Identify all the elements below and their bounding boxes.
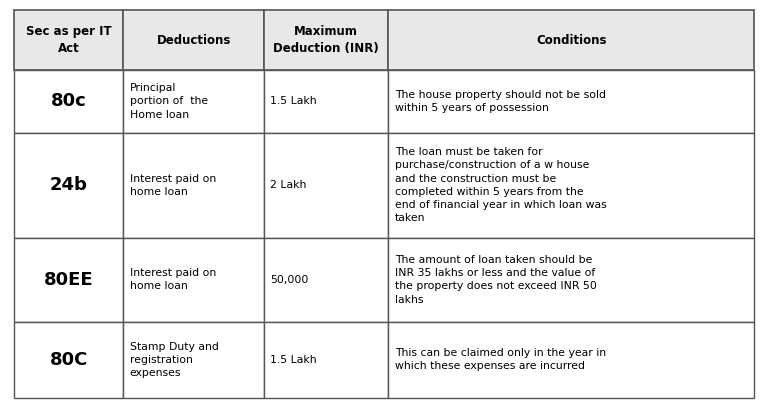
Bar [389,133,754,238]
Text: Interest paid on
home loan: Interest paid on home loan [130,268,216,291]
Text: 50,000: 50,000 [270,275,309,285]
Text: 80C: 80C [49,351,88,369]
Text: 80EE: 80EE [44,271,94,289]
Text: The loan must be taken for
purchase/construction of a w house
and the constructi: The loan must be taken for purchase/cons… [395,147,607,223]
Bar [264,238,389,322]
Bar [124,70,264,133]
Text: Stamp Duty and
registration
expenses: Stamp Duty and registration expenses [130,341,218,378]
Text: This can be claimed only in the year in
which these expenses are incurred: This can be claimed only in the year in … [395,348,606,371]
Text: 2 Lakh: 2 Lakh [270,180,306,190]
Bar [14,133,124,238]
Text: The amount of loan taken should be
INR 35 lakhs or less and the value of
the pro: The amount of loan taken should be INR 3… [395,255,597,305]
Bar [124,238,264,322]
Bar [264,10,389,70]
Bar [389,70,754,133]
Text: Interest paid on
home loan: Interest paid on home loan [130,174,216,197]
Bar [124,133,264,238]
Text: Deductions: Deductions [157,33,231,47]
Text: 1.5 Lakh: 1.5 Lakh [270,355,317,365]
Bar [264,133,389,238]
Text: The house property should not be sold
within 5 years of possession: The house property should not be sold wi… [395,90,606,113]
Text: Conditions: Conditions [536,33,607,47]
Bar [14,70,124,133]
Bar [264,70,389,133]
Bar [264,322,389,398]
Text: 24b: 24b [50,176,88,194]
Text: Maximum
Deduction (INR): Maximum Deduction (INR) [273,25,379,55]
Bar [124,10,264,70]
Text: 1.5 Lakh: 1.5 Lakh [270,96,317,106]
Text: 80c: 80c [51,92,87,110]
Bar [389,238,754,322]
Bar [14,10,124,70]
Bar [14,322,124,398]
Bar [389,322,754,398]
Text: Sec as per IT
Act: Sec as per IT Act [26,25,111,55]
Bar [14,238,124,322]
Bar [124,322,264,398]
Bar [389,10,754,70]
Text: Principal
portion of  the
Home loan: Principal portion of the Home loan [130,83,207,120]
